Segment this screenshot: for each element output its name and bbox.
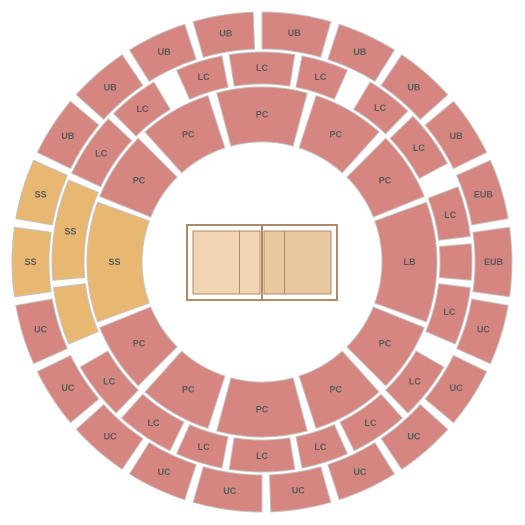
section-LC[interactable] <box>229 438 295 472</box>
section-PC[interactable] <box>217 378 308 437</box>
section-LC[interactable] <box>229 52 295 86</box>
section-UC[interactable] <box>193 467 262 512</box>
section-blank[interactable] <box>439 244 472 281</box>
seating-chart: EUBUCUCUCUCUCUCUCUCUCUCSSSSUBUBUBUBUBUBU… <box>0 0 525 525</box>
section-SS[interactable] <box>87 202 149 322</box>
section-SS[interactable] <box>12 227 51 297</box>
section-LB[interactable] <box>375 202 437 322</box>
section-UC[interactable] <box>269 467 330 512</box>
section-UB[interactable] <box>193 12 254 57</box>
section-EUB[interactable] <box>473 227 512 297</box>
volleyball-court <box>187 225 337 300</box>
section-UB[interactable] <box>262 12 331 57</box>
section-PC[interactable] <box>217 87 308 146</box>
